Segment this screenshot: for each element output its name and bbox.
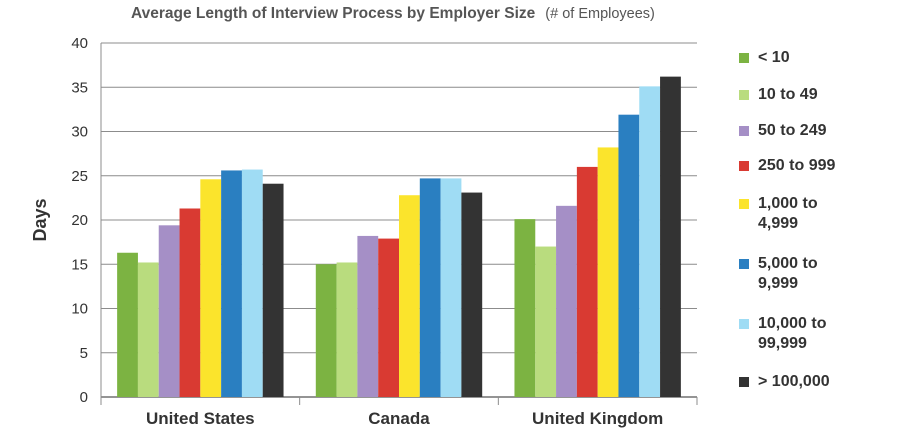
- bar: [660, 76, 681, 397]
- legend-swatch: [739, 377, 749, 387]
- legend-swatch: [739, 259, 749, 269]
- bar: [241, 169, 263, 397]
- legend-label: 1,000 to 4,999: [758, 194, 868, 234]
- legend-label: > 100,000: [758, 372, 868, 392]
- y-tick-label: 40: [71, 35, 88, 52]
- bar: [137, 262, 159, 397]
- y-tick-label: 35: [71, 79, 88, 96]
- legend-label-line: > 100,000: [758, 373, 830, 390]
- legend-item: 250 to 999: [739, 156, 889, 176]
- bar: [336, 262, 358, 397]
- x-category-label: United Kingdom: [532, 409, 663, 428]
- bar: [399, 195, 420, 397]
- legend-label-line: 5,000 to: [758, 255, 818, 272]
- chart-title-main: Average Length of Interview Process by E…: [131, 5, 536, 22]
- bar: [618, 114, 640, 397]
- bar: [556, 205, 577, 397]
- legend-item: < 10: [739, 48, 889, 68]
- y-tick-label: 10: [71, 301, 88, 318]
- x-category-label: United States: [146, 409, 255, 428]
- chart-subtitle: (# of Employees): [545, 6, 655, 22]
- legend-item: 10,000 to 99,999: [739, 314, 889, 354]
- y-tick-label: 5: [80, 345, 88, 362]
- bar: [117, 252, 138, 397]
- bar: [221, 170, 242, 397]
- legend-swatch: [739, 161, 749, 171]
- bar: [576, 166, 598, 397]
- legend-label-line: 10,000 to: [758, 315, 827, 332]
- bar: [419, 178, 441, 397]
- legend-label-line: 4,999: [758, 215, 799, 232]
- legend-item: 10 to 49: [739, 85, 889, 105]
- legend-item: 1,000 to 4,999: [739, 194, 889, 234]
- legend-label-line: 9,999: [758, 275, 799, 292]
- legend-label: 10,000 to 99,999: [758, 314, 868, 354]
- bar: [639, 86, 661, 398]
- bar: [262, 183, 284, 397]
- bar: [315, 264, 337, 397]
- y-tick-label: 15: [71, 256, 88, 273]
- bar: [200, 179, 222, 397]
- legend-label: < 10: [758, 48, 868, 68]
- legend-label-line: < 10: [758, 49, 790, 66]
- legend-item: 5,000 to 9,999: [739, 254, 889, 294]
- y-tick-label: 25: [71, 168, 88, 185]
- legend-label-line: 1,000 to: [758, 195, 818, 212]
- legend-label-line: 10 to 49: [758, 86, 818, 103]
- chart-title: Average Length of Interview Process by E…: [0, 5, 898, 23]
- legend-item: 50 to 249: [739, 121, 889, 141]
- bar: [461, 192, 483, 397]
- legend-label: 50 to 249: [758, 121, 868, 141]
- legend-swatch: [739, 319, 749, 329]
- legend-label-line: 250 to 999: [758, 157, 836, 174]
- legend-label: 5,000 to 9,999: [758, 254, 868, 294]
- bar: [357, 235, 379, 397]
- bar: [179, 208, 201, 397]
- y-tick-label: 30: [71, 124, 88, 141]
- bar: [514, 219, 536, 397]
- legend-label-line: 99,999: [758, 335, 807, 352]
- bar: [535, 246, 557, 397]
- legend-item: > 100,000: [739, 372, 889, 392]
- legend-label: 10 to 49: [758, 85, 868, 105]
- y-tick-label: 20: [71, 212, 88, 229]
- legend-label: 250 to 999: [758, 156, 868, 176]
- y-tick-label: 0: [80, 389, 88, 406]
- bar: [440, 178, 462, 397]
- legend-label-line: 50 to 249: [758, 122, 827, 139]
- legend-swatch: [739, 199, 749, 209]
- y-axis-label: Days: [30, 198, 50, 241]
- bar: [597, 147, 619, 397]
- bar: [158, 225, 180, 397]
- legend-swatch: [739, 90, 749, 100]
- legend-swatch: [739, 126, 749, 136]
- legend-swatch: [739, 53, 749, 63]
- x-category-label: Canada: [368, 409, 430, 428]
- bar: [378, 238, 399, 397]
